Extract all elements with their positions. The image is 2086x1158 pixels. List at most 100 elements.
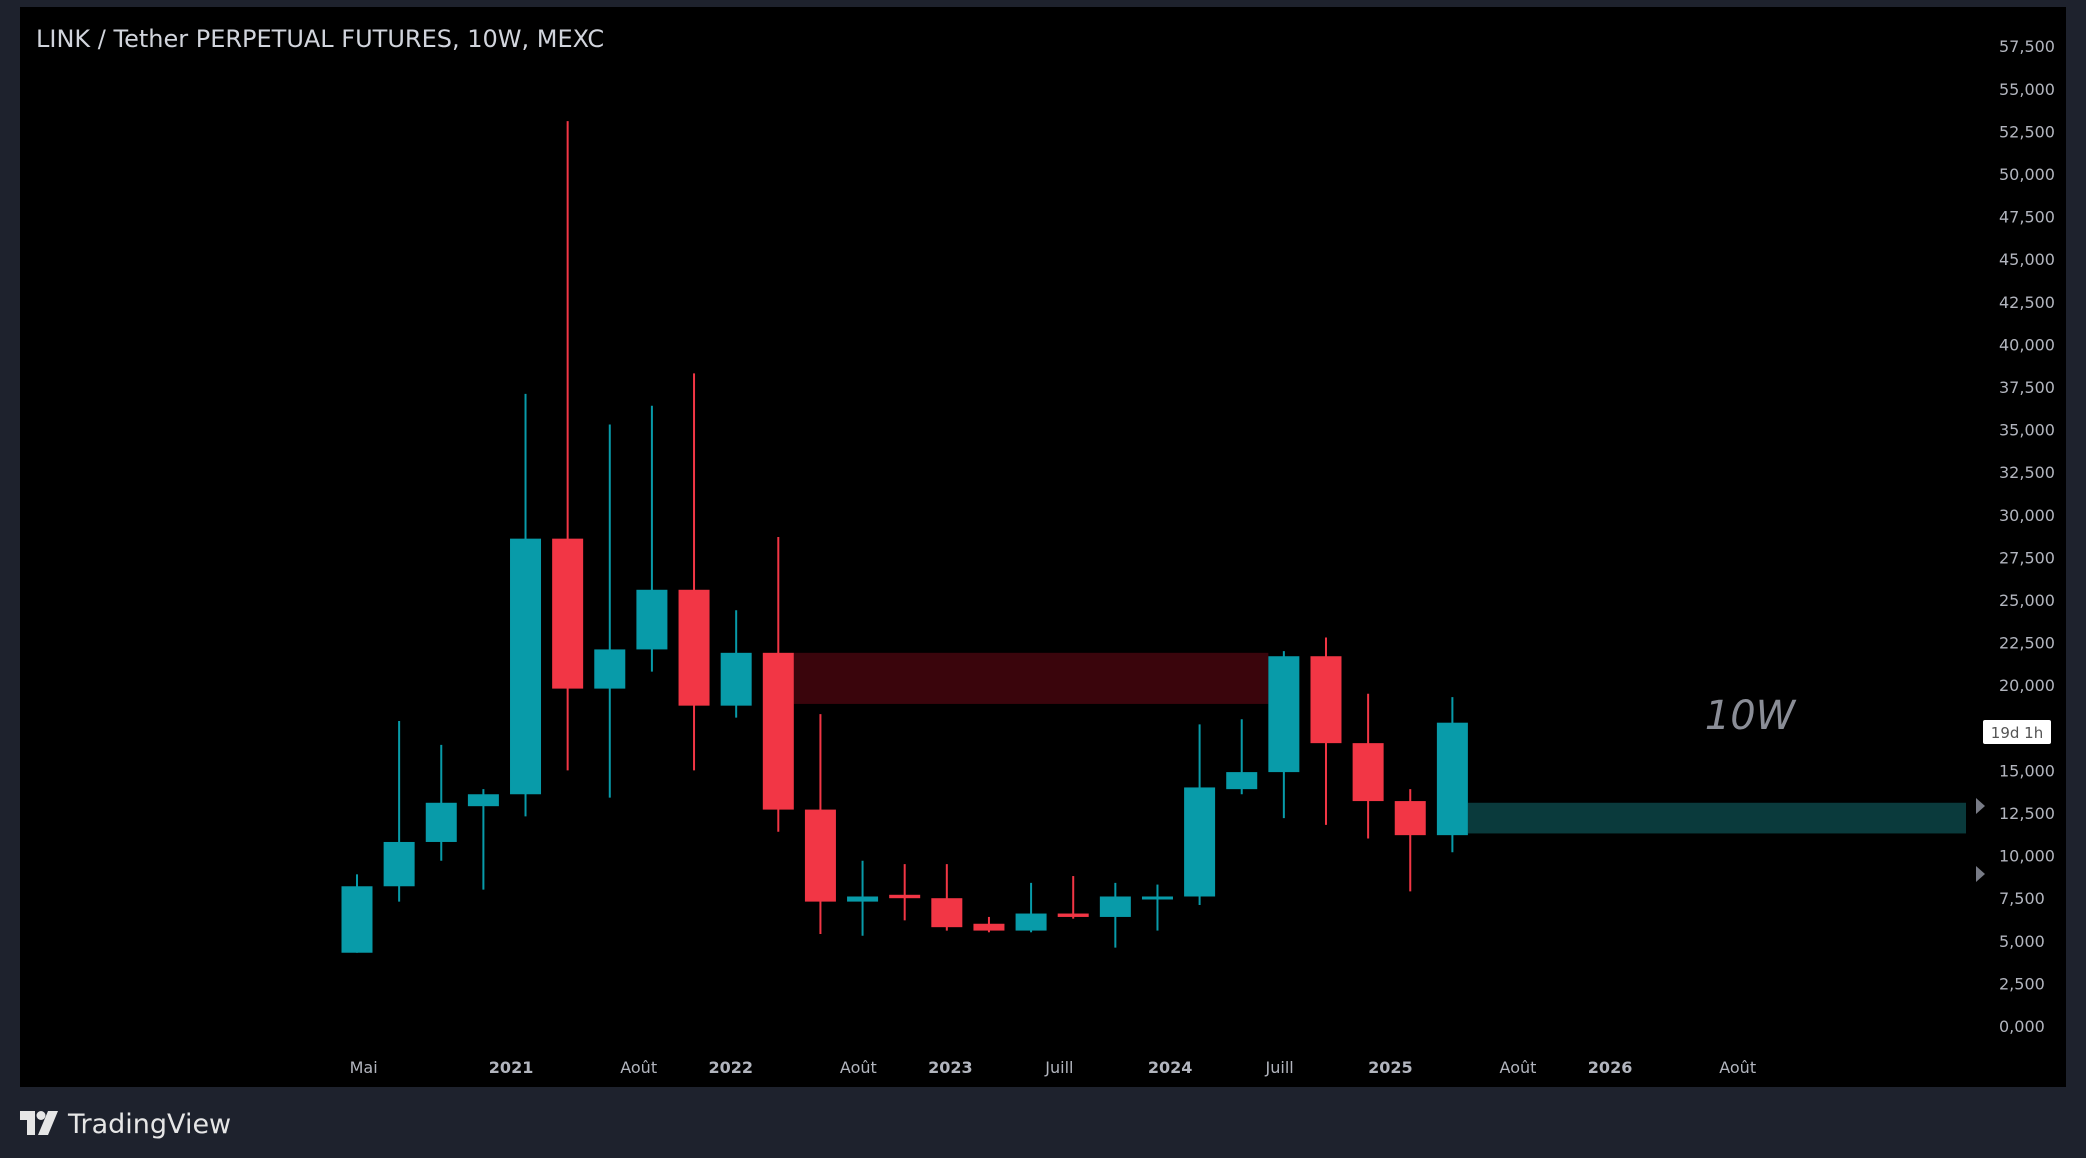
y-axis-tick-label: 22,500: [1999, 634, 2055, 653]
candle: [383, 720, 415, 902]
y-axis-tick-label: 12,500: [1999, 804, 2055, 823]
candle-body: [594, 649, 626, 689]
candle: [467, 789, 499, 890]
candle-body: [383, 841, 415, 887]
candle: [1184, 724, 1216, 906]
candle-body: [847, 896, 879, 902]
y-axis-tick-label: 7,500: [1999, 889, 2045, 908]
tradingview-logo-icon: [20, 1111, 58, 1135]
y-axis-tick-label: 32,500: [1999, 463, 2055, 482]
candle: [1394, 789, 1426, 892]
y-axis-tick-label: 52,500: [1999, 122, 2055, 141]
candle: [552, 121, 584, 771]
x-axis-tick-label: 2023: [928, 1058, 973, 1077]
x-axis-tick-label: Août: [1500, 1058, 1537, 1077]
y-axis-tick-label: 55,000: [1999, 80, 2055, 99]
candle: [804, 714, 836, 934]
candle-body: [1352, 743, 1384, 802]
candle: [762, 536, 794, 832]
x-axis-tick-label: 2025: [1368, 1058, 1413, 1077]
candle: [847, 860, 879, 936]
candle-body: [552, 538, 584, 689]
price-arrow-icon: [1976, 798, 1985, 814]
x-axis-tick-label: 2021: [489, 1058, 534, 1077]
brand-name: TradingView: [68, 1108, 232, 1140]
price-arrow-icon: [1976, 866, 1985, 882]
candle-body: [1226, 772, 1258, 790]
y-axis-tick-label: 10,000: [1999, 847, 2055, 866]
x-axis-tick-label: Juill: [1265, 1058, 1294, 1077]
candle: [931, 864, 963, 931]
candle-body: [636, 589, 668, 650]
y-axis-tick-label: 40,000: [1999, 335, 2055, 354]
candle-body: [931, 898, 963, 928]
candle: [973, 916, 1005, 933]
y-axis-tick-label: 42,500: [1999, 293, 2055, 312]
candle: [1226, 719, 1258, 795]
y-axis-tick-label: 2,500: [1999, 974, 2045, 993]
chart-title: LINK / Tether PERPETUAL FUTURES, 10W, ME…: [36, 25, 605, 53]
candle: [1099, 882, 1131, 948]
candle-body: [1015, 913, 1047, 931]
y-axis-tick-label: 27,500: [1999, 548, 2055, 567]
supply-zone: [793, 652, 1269, 704]
y-axis-tick-label: 37,500: [1999, 378, 2055, 397]
demand-zone: [1467, 802, 1966, 834]
y-axis-tick-label: 35,000: [1999, 421, 2055, 440]
y-axis-tick-label: 20,000: [1999, 676, 2055, 695]
chart-panel[interactable]: 57,500 55,000 52,500 50,000 47,500 45,000 42,5…: [20, 7, 2066, 1087]
candle-body: [973, 923, 1005, 931]
candle: [678, 373, 710, 771]
candle: [1057, 876, 1089, 919]
candle-body: [762, 652, 794, 810]
x-axis-tick-label: 2024: [1148, 1058, 1193, 1077]
x-axis-tick-label: 2026: [1588, 1058, 1633, 1077]
y-axis-tick-label: 45,000: [1999, 250, 2055, 269]
countdown-badge-bg: [1983, 720, 2051, 744]
candle-body: [1141, 896, 1173, 900]
candle: [636, 405, 668, 672]
candle: [1141, 884, 1173, 931]
y-axis-tick-label: 30,000: [1999, 506, 2055, 525]
candle: [594, 424, 626, 798]
x-axis-tick-label: Mai: [350, 1058, 378, 1077]
tradingview-brand[interactable]: TradingView: [20, 1104, 231, 1144]
candle-body: [678, 589, 710, 706]
x-axis-tick-label: Août: [840, 1058, 877, 1077]
x-axis-tick-label: Août: [620, 1058, 657, 1077]
candle-body: [467, 794, 499, 807]
candle: [341, 874, 373, 953]
y-axis-tick-label: 57,500: [1999, 37, 2055, 56]
candle: [1268, 651, 1300, 819]
candle-body: [1394, 801, 1426, 836]
candle-body: [425, 802, 457, 842]
candle-body: [1099, 896, 1131, 917]
candle: [425, 744, 457, 861]
candle: [510, 393, 542, 817]
candle-body: [341, 886, 373, 953]
candle: [720, 610, 752, 718]
candle: [1310, 637, 1342, 825]
candle: [1015, 882, 1047, 933]
candle: [1352, 693, 1384, 839]
candle-body: [804, 809, 836, 902]
candle-body: [889, 894, 921, 899]
candlestick-chart[interactable]: 57,500 55,000 52,500 50,000 47,500 45,000 42,5…: [20, 7, 2066, 1087]
candle-body: [1057, 913, 1089, 917]
timeframe-watermark: 10W: [1705, 693, 1797, 739]
y-axis-tick-label: 0,000: [1999, 1017, 2045, 1036]
candle-body: [510, 538, 542, 795]
candle-body: [1268, 656, 1300, 773]
y-axis-tick-label: 47,500: [1999, 208, 2055, 227]
x-axis-tick-label: Août: [1719, 1058, 1756, 1077]
candle-body: [1184, 787, 1216, 897]
y-axis-tick-label: 25,000: [1999, 591, 2055, 610]
candle-body: [1310, 656, 1342, 744]
y-axis-tick-label: 5,000: [1999, 932, 2045, 951]
countdown-badge: 19d 1h: [1983, 720, 2051, 744]
candle-body: [720, 652, 752, 706]
candle-body: [1436, 722, 1468, 836]
y-axis-tick-label: 50,000: [1999, 165, 2055, 184]
x-axis-tick-label: 2022: [708, 1058, 753, 1077]
countdown-label: 19d 1h: [1991, 724, 2043, 742]
